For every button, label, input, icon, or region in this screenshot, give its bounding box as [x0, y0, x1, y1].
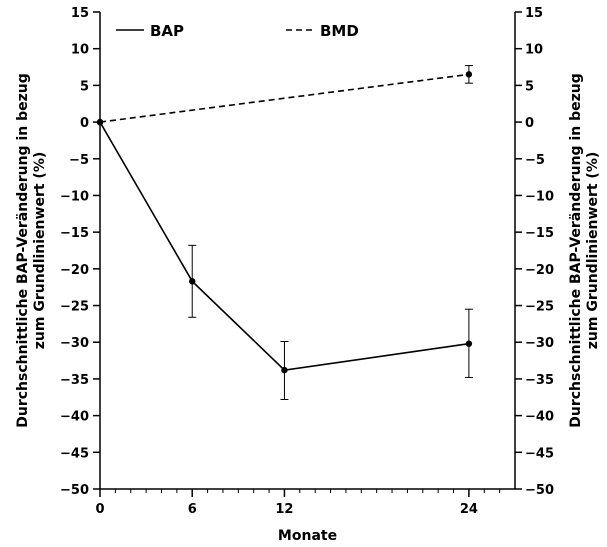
y-right-tick-label: −40: [525, 410, 554, 425]
y-left-tick-label: 10: [71, 43, 89, 58]
y-left-tick-label: −35: [60, 373, 89, 388]
y-right-tick-label: −10: [525, 189, 554, 204]
y-right-tick-label: 0: [525, 116, 534, 131]
data-point-bap: [189, 278, 196, 285]
y-right-tick-label: −45: [525, 446, 554, 461]
y-axis-left-label-line: Durchschnittliche BAP-Veränderung in bez…: [15, 73, 31, 427]
data-point-bmd: [96, 118, 104, 126]
x-tick-label: 12: [275, 502, 293, 517]
x-axis-label: Monate: [278, 528, 337, 544]
legend-label-bmd: BMD: [320, 22, 359, 40]
y-axis-left-label-line: zum Grundlinienwert (%): [32, 152, 48, 349]
series-line-bap: [99, 121, 470, 371]
data-point-bap: [281, 366, 288, 374]
y-axis-left-label: Durchschnittliche BAP-Veränderung in bez…: [15, 73, 48, 427]
y-right-tick-label: −50: [525, 483, 554, 498]
y-left-tick-label: −25: [60, 300, 89, 315]
y-left-tick-label: −5: [69, 153, 89, 168]
y-right-tick-label: 5: [525, 79, 534, 94]
x-tick-label: 6: [188, 502, 197, 517]
y-right-tick-label: −35: [525, 373, 554, 388]
y-left-tick-label: −40: [60, 410, 89, 425]
y-left-tick-label: −20: [60, 263, 89, 278]
y-left-tick-label: −45: [60, 446, 89, 461]
y-left-tick-label: 15: [71, 6, 89, 21]
y-right-tick-label: 10: [525, 43, 543, 58]
legend-label-bap: BAP: [150, 22, 184, 40]
y-left-tick-label: −10: [60, 189, 89, 204]
y-left-tick-label: −50: [60, 483, 89, 498]
y-right-tick-label: 15: [525, 6, 543, 21]
y-right-tick-label: −5: [525, 153, 545, 168]
x-tick-label: 0: [95, 502, 104, 517]
y-right-tick-label: −25: [525, 300, 554, 315]
y-right-tick-label: −20: [525, 263, 554, 278]
y-left-tick-label: 0: [80, 116, 89, 131]
y-right-tick-label: −30: [525, 336, 554, 351]
y-axis-right-label: Durchschnittliche BAP-Veränderung in bez…: [568, 73, 601, 427]
x-tick-label: 24: [460, 502, 478, 517]
y-left-tick-label: 5: [80, 79, 89, 94]
y-left-tick-label: −30: [60, 336, 89, 351]
series-line-bmd: [99, 73, 469, 123]
data-point-bmd: [465, 71, 473, 78]
y-axis-right-label-line: Durchschnittliche BAP-Veränderung in bez…: [568, 73, 584, 427]
y-axis-right-label-line: zum Grundlinienwert (%): [585, 152, 601, 349]
y-left-tick-label: −15: [60, 226, 89, 241]
data-point-bap: [465, 340, 473, 347]
y-right-tick-label: −15: [525, 226, 554, 241]
